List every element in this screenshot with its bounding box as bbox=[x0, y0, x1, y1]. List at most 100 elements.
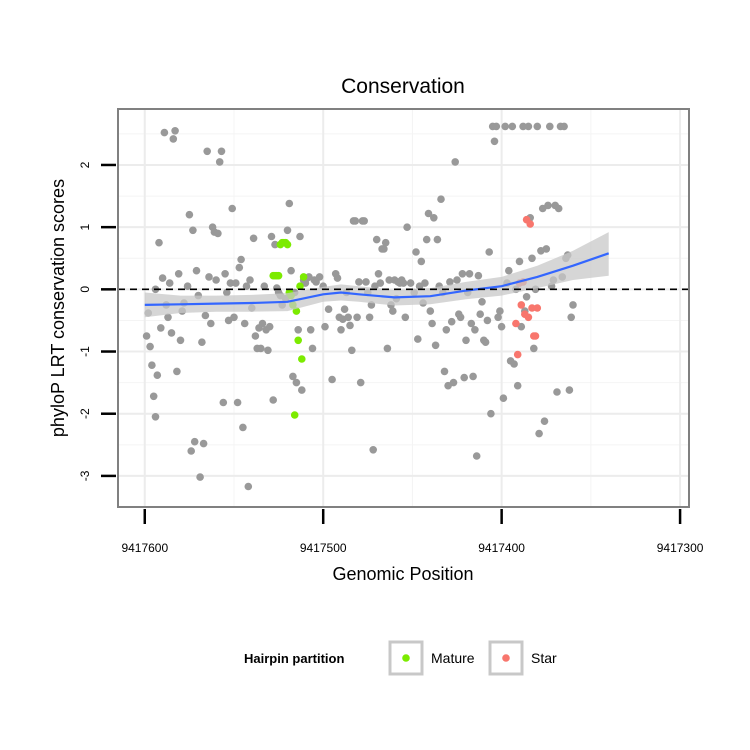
data-point bbox=[235, 263, 244, 272]
data-point bbox=[201, 311, 210, 320]
data-point bbox=[203, 147, 211, 156]
data-point bbox=[469, 372, 477, 381]
data-point bbox=[260, 282, 269, 291]
data-point bbox=[554, 204, 563, 213]
data-point bbox=[153, 371, 162, 380]
data-point bbox=[290, 411, 299, 419]
data-point bbox=[146, 342, 154, 351]
data-point bbox=[451, 158, 460, 166]
data-point bbox=[567, 313, 575, 322]
data-point bbox=[417, 257, 426, 266]
data-point bbox=[460, 373, 469, 382]
data-point bbox=[453, 276, 461, 284]
data-point bbox=[437, 195, 445, 203]
data-point bbox=[553, 388, 561, 396]
data-point bbox=[381, 238, 390, 247]
legend-title: Hairpin partition bbox=[244, 651, 344, 666]
data-point bbox=[426, 307, 435, 315]
legend-item-mature: Mature bbox=[388, 640, 475, 676]
data-point bbox=[389, 307, 397, 315]
data-point bbox=[465, 270, 474, 278]
data-point bbox=[449, 378, 458, 387]
data-point bbox=[569, 301, 577, 309]
data-point bbox=[230, 313, 238, 322]
data-point bbox=[333, 274, 342, 282]
data-point bbox=[524, 122, 533, 131]
data-point bbox=[215, 158, 224, 166]
legend: Hairpin partition Mature Star bbox=[244, 640, 557, 676]
data-point bbox=[374, 270, 383, 278]
data-point bbox=[356, 378, 365, 387]
data-point bbox=[240, 319, 249, 328]
data-point bbox=[399, 279, 408, 287]
data-point bbox=[533, 304, 542, 312]
data-point bbox=[385, 276, 394, 284]
data-point bbox=[167, 329, 176, 337]
data-point bbox=[228, 204, 236, 213]
data-point bbox=[355, 278, 363, 286]
data-point bbox=[158, 274, 167, 282]
data-point bbox=[406, 279, 415, 287]
data-point bbox=[257, 344, 265, 353]
data-point bbox=[485, 248, 494, 256]
smooth-line bbox=[144, 252, 610, 306]
data-point bbox=[294, 326, 303, 334]
data-point bbox=[424, 209, 433, 218]
data-point bbox=[467, 319, 476, 328]
data-point bbox=[246, 276, 254, 284]
data-point bbox=[447, 317, 456, 326]
data-point bbox=[414, 335, 422, 343]
data-point bbox=[306, 326, 315, 334]
data-point bbox=[299, 273, 308, 281]
data-point bbox=[412, 248, 420, 256]
data-point bbox=[176, 336, 185, 345]
data-point bbox=[462, 336, 470, 345]
data-point bbox=[487, 409, 495, 418]
data-point bbox=[221, 270, 229, 278]
data-point bbox=[380, 245, 388, 253]
data-point bbox=[298, 386, 306, 394]
data-point bbox=[513, 381, 522, 390]
y-tick-label: -2 bbox=[78, 408, 92, 419]
legend-key bbox=[388, 640, 424, 676]
data-point bbox=[155, 238, 163, 247]
data-point bbox=[481, 338, 490, 347]
y-tick-label: 0 bbox=[78, 286, 92, 293]
data-point bbox=[269, 396, 278, 404]
data-point bbox=[267, 232, 276, 241]
data-point bbox=[283, 240, 292, 249]
data-point bbox=[271, 240, 279, 249]
data-point bbox=[478, 298, 486, 306]
data-point bbox=[510, 360, 518, 368]
legend-label: Mature bbox=[431, 650, 475, 666]
data-point bbox=[296, 232, 304, 241]
data-point bbox=[565, 386, 574, 394]
legend-key bbox=[488, 640, 524, 676]
data-point bbox=[198, 338, 206, 347]
data-point bbox=[142, 332, 151, 340]
data-point bbox=[340, 305, 349, 314]
data-point bbox=[494, 313, 502, 322]
data-point bbox=[148, 361, 156, 370]
y-axis-title: phyloP LRT conservation scores bbox=[48, 179, 68, 437]
data-point bbox=[283, 226, 292, 235]
data-point bbox=[258, 319, 267, 328]
data-point bbox=[185, 210, 194, 219]
data-point bbox=[321, 322, 329, 331]
data-point bbox=[196, 473, 204, 481]
data-point bbox=[296, 282, 304, 291]
legend-marker bbox=[402, 654, 410, 662]
data-point bbox=[431, 341, 440, 350]
data-point bbox=[365, 313, 374, 322]
data-point bbox=[433, 235, 442, 244]
data-point bbox=[233, 398, 242, 407]
data-point bbox=[251, 332, 260, 340]
legend-marker bbox=[502, 654, 510, 662]
data-point bbox=[242, 282, 251, 291]
data-point bbox=[219, 398, 228, 407]
data-point bbox=[214, 229, 222, 238]
data-point bbox=[472, 452, 481, 460]
data-point bbox=[526, 220, 534, 228]
data-point bbox=[285, 199, 294, 208]
data-point bbox=[528, 304, 536, 312]
